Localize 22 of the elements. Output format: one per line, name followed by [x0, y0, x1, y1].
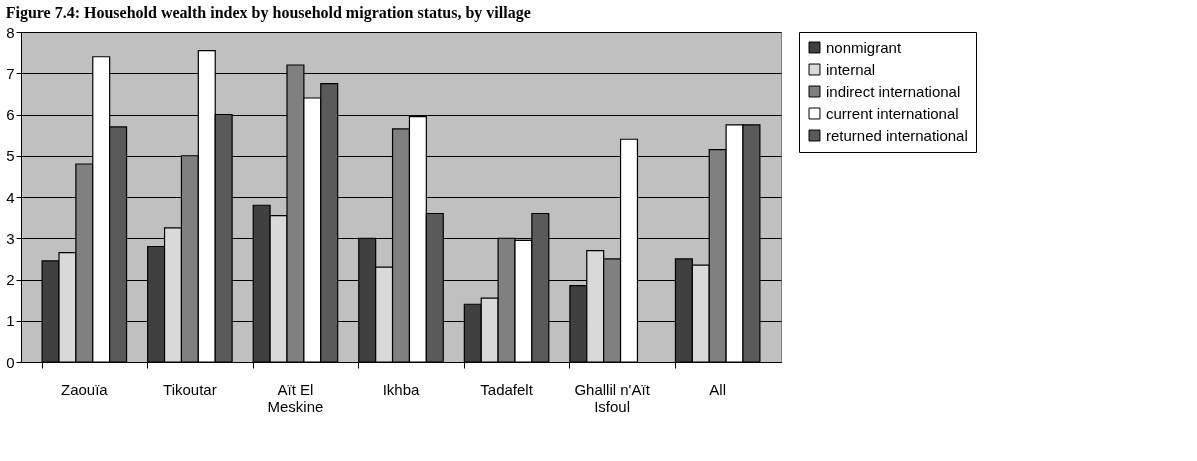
y-tick-label: 6 — [6, 106, 15, 123]
y-tick-label: 1 — [6, 312, 15, 330]
x-tick-label: Zaouïa — [60, 380, 109, 398]
y-tick-label: 5 — [6, 147, 15, 165]
x-tick-label: Ikhba — [382, 380, 420, 398]
x-tick-label: Tikoutar — [163, 380, 217, 398]
legend-label: indirect international — [826, 82, 961, 100]
legend-label: nonmigrant — [826, 38, 902, 56]
x-tick-label: Aït El Meskine — [267, 380, 324, 415]
y-tick-label: 7 — [6, 64, 15, 82]
legend-label: internal — [826, 60, 876, 78]
y-tick-label: 0 — [6, 353, 15, 371]
x-tick-label: Tadafelt — [480, 380, 534, 398]
x-tick-label: All — [709, 380, 726, 398]
legend-label: current international — [826, 104, 959, 122]
legend-label: returned international — [826, 126, 968, 144]
y-tick-label: 2 — [6, 271, 15, 288]
y-tick-label: 3 — [6, 229, 15, 247]
chart-title: Figure 7.4: Household wealth index by household migration status, by village — [5, 4, 531, 22]
y-tick-label: 4 — [6, 188, 15, 206]
x-tick-label: Ghallil n'Aït Isfoul — [574, 380, 651, 415]
y-tick-label: 8 — [6, 23, 15, 41]
